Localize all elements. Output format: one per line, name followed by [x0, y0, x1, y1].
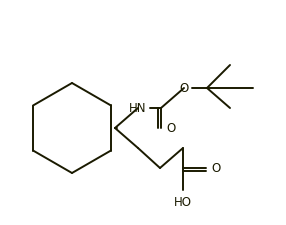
Text: HO: HO	[174, 196, 192, 209]
Text: O: O	[211, 162, 221, 175]
Text: O: O	[179, 81, 189, 94]
Text: HN: HN	[129, 101, 147, 115]
Text: O: O	[166, 122, 176, 135]
